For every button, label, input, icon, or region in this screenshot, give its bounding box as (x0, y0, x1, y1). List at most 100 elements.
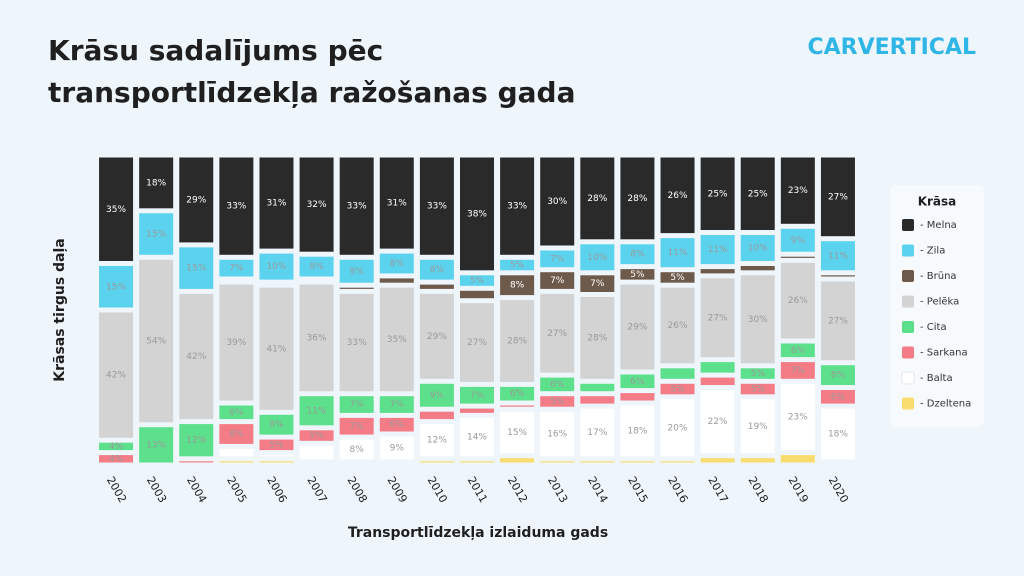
bar-segment (580, 297, 615, 379)
value-label: 35% (106, 205, 126, 215)
bar-segment (99, 442, 134, 451)
value-label: 32% (307, 200, 327, 210)
bar-segment (299, 396, 334, 426)
value-label: 6% (831, 392, 846, 402)
bar-segment (740, 157, 775, 230)
bar-segment (219, 461, 254, 463)
value-label: 5% (269, 440, 284, 450)
bar-segment (299, 256, 334, 277)
bar-segment (740, 458, 775, 463)
value-label: 26% (668, 321, 688, 331)
x-tick-label: 2004 (184, 474, 209, 505)
bar-segment (419, 259, 454, 280)
bar-segment (339, 293, 374, 392)
value-label: 25% (748, 189, 768, 199)
bar-segment (99, 157, 134, 261)
x-tick-label: 2003 (144, 474, 169, 505)
value-label: 39% (226, 338, 246, 348)
bar-segment (460, 303, 494, 382)
bar-segment (580, 461, 615, 463)
value-label: 33% (507, 202, 527, 212)
x-tick-label: 2015 (625, 474, 650, 505)
bar-segment (740, 235, 775, 261)
legend-label: - Balta (920, 373, 953, 384)
bar-segment (540, 411, 575, 457)
value-label: 7% (470, 391, 485, 401)
bar-segment (339, 439, 374, 460)
value-label: 54% (146, 337, 166, 347)
chart-title: Krāsu sadalījums pēc (48, 34, 383, 67)
bar-segment (740, 266, 775, 271)
value-label: 28% (587, 194, 607, 204)
bar-segment (780, 262, 815, 339)
value-label: 10% (748, 244, 768, 254)
bar-segment (660, 461, 695, 463)
value-label: 7% (590, 279, 605, 289)
x-tick-label: 2009 (385, 474, 410, 505)
bar-segment (780, 343, 815, 358)
x-axis-title: Transportlīdzekļa izlaiduma gads (348, 525, 608, 541)
bar-segment (580, 408, 615, 457)
value-label: 8% (390, 259, 405, 269)
bar-segment (580, 396, 615, 404)
legend-label: - Dzeltena (920, 399, 971, 410)
bar-segment (219, 157, 254, 255)
value-label: 42% (186, 352, 206, 362)
bar-segment (540, 293, 575, 373)
bar-segment (620, 157, 655, 240)
bar-segment (540, 396, 575, 407)
bar-segment (660, 287, 695, 364)
bar-segment (500, 411, 535, 454)
value-label: 8% (269, 420, 284, 430)
value-label: 12% (427, 436, 447, 446)
value-label: 23% (788, 412, 808, 422)
value-label: 8% (229, 430, 244, 440)
value-label: 7% (550, 254, 565, 264)
value-label: 8% (831, 371, 846, 381)
bar-segment (540, 377, 575, 392)
value-label: 11% (307, 406, 327, 416)
legend-label: - Zila (920, 246, 945, 257)
bar-segment (419, 157, 454, 255)
bar-segment (740, 399, 775, 454)
bar-segment (299, 430, 334, 441)
legend-label: - Pelēka (920, 297, 959, 308)
legend-swatch (902, 244, 914, 257)
value-label: 41% (266, 344, 286, 354)
value-label: 8% (430, 265, 445, 275)
value-label: 26% (668, 191, 688, 201)
bar-segment (379, 253, 414, 274)
bar-segment (379, 287, 414, 392)
value-label: 5% (670, 273, 685, 283)
value-label: 36% (307, 333, 327, 343)
value-label: 33% (347, 202, 367, 212)
value-label: 10% (587, 253, 607, 263)
bar-segment (700, 377, 735, 385)
bar-segment (660, 368, 695, 379)
value-label: 6% (510, 389, 525, 399)
value-label: 42% (106, 371, 126, 381)
bar-segment (179, 157, 214, 243)
value-label: 14% (467, 433, 487, 443)
value-label: 25% (708, 189, 728, 199)
bar-segment (780, 362, 815, 379)
bar-segment (620, 393, 655, 401)
value-label: 10% (266, 262, 286, 272)
bar-segment (460, 290, 494, 299)
value-label: 19% (748, 422, 768, 432)
bar-segment (419, 461, 454, 463)
value-label: 27% (828, 316, 848, 326)
bar-segment (259, 253, 294, 280)
value-label: 8% (309, 262, 324, 272)
value-label: 15% (507, 428, 527, 438)
bar-segment (540, 461, 575, 463)
value-label: 9% (430, 391, 445, 401)
bar-segment (460, 408, 494, 413)
bar-segment (820, 241, 855, 271)
value-label: 7% (791, 366, 806, 376)
value-label: 12% (186, 436, 206, 446)
bar-segment (259, 414, 294, 435)
x-tick-label: 2008 (344, 474, 369, 505)
bar-segment (620, 374, 655, 389)
bar-segment (299, 157, 334, 252)
